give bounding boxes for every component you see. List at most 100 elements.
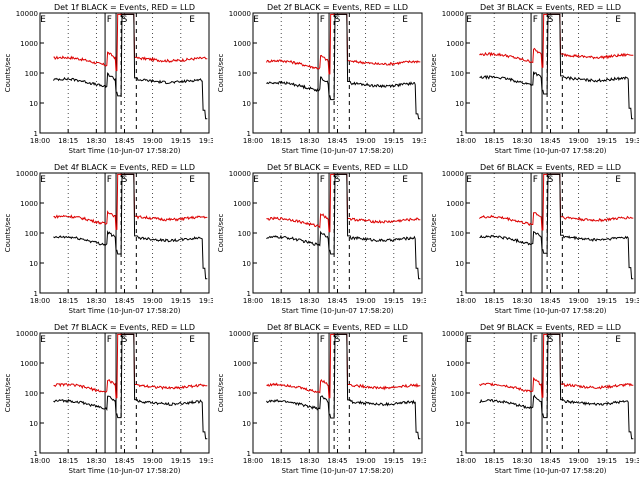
x-tick-label: 19:30	[412, 457, 426, 465]
x-axis-label: Start Time (10-Jun-07 17:58:20)	[495, 147, 607, 155]
y-tick-label: 100	[238, 70, 251, 78]
y-tick-label: 10000	[442, 10, 464, 18]
marker-label: F	[107, 15, 112, 25]
x-tick-label: 18:00	[30, 457, 50, 465]
y-tick-label: 10	[242, 100, 251, 108]
x-tick-label: 19:15	[171, 457, 191, 465]
y-tick-label: 10000	[229, 170, 251, 178]
y-axis-label: Counts/sec	[4, 374, 12, 413]
x-tick-label: 19:30	[412, 297, 426, 305]
series-lld-line	[53, 173, 208, 230]
marker-label: F	[107, 175, 112, 185]
x-axis-label: Start Time (10-Jun-07 17:58:20)	[69, 467, 181, 475]
y-axis-label: Counts/sec	[430, 214, 438, 253]
x-tick-label: 19:15	[171, 137, 191, 145]
series-lld-line	[479, 173, 634, 231]
marker-label: E	[40, 15, 46, 25]
x-tick-label: 18:15	[271, 137, 291, 145]
marker-label: F	[320, 15, 325, 25]
y-tick-label: 100	[451, 70, 464, 78]
x-tick-label: 18:30	[512, 297, 532, 305]
x-tick-label: 19:15	[597, 297, 617, 305]
series-events-line	[53, 13, 208, 120]
x-tick-label: 19:30	[199, 457, 213, 465]
marker-label: E	[615, 335, 621, 345]
marker-label: E	[253, 335, 259, 345]
x-tick-label: 18:45	[540, 457, 560, 465]
x-tick-label: 18:00	[456, 297, 476, 305]
y-axis-label: Counts/sec	[430, 374, 438, 413]
x-tick-label: 19:30	[625, 137, 639, 145]
chart-panel-6: Det 6f BLACK = Events, RED = LLD 1 10 100 10…	[426, 160, 640, 320]
series-lld-line	[266, 173, 421, 233]
y-tick-label: 100	[451, 390, 464, 398]
y-tick-label: 1000	[233, 40, 251, 48]
marker-label: E	[253, 15, 259, 25]
x-tick-label: 18:30	[299, 137, 319, 145]
chart-title: Det 3f BLACK = Events, RED = LLD	[480, 3, 621, 12]
x-axis-label: Start Time (10-Jun-07 17:58:20)	[495, 467, 607, 475]
x-tick-label: 18:15	[58, 137, 78, 145]
y-tick-label: 1000	[233, 360, 251, 368]
x-tick-label: 18:30	[512, 137, 532, 145]
series-lld-line	[479, 13, 634, 68]
series-events-line	[479, 13, 634, 120]
x-tick-label: 18:15	[484, 457, 504, 465]
x-tick-label: 18:30	[86, 137, 106, 145]
marker-label: E	[253, 175, 259, 185]
marker-label: E	[40, 335, 46, 345]
y-tick-label: 10000	[16, 10, 38, 18]
x-tick-label: 19:00	[143, 297, 163, 305]
marker-label: S	[548, 335, 554, 345]
marker-label: S	[122, 175, 128, 185]
series-events-line	[479, 333, 634, 440]
y-tick-label: 10	[242, 420, 251, 428]
chart-svg: Det 1f BLACK = Events, RED = LLD 1 10 100 10…	[4, 3, 219, 155]
chart-panel-1: Det 1f BLACK = Events, RED = LLD 1 10 100 10…	[0, 0, 219, 160]
y-tick-label: 1	[34, 290, 38, 298]
marker-label: S	[548, 175, 554, 185]
chart-panel-4: Det 4f BLACK = Events, RED = LLD 1 10 100 10…	[0, 160, 219, 320]
x-tick-label: 18:45	[114, 457, 134, 465]
chart-svg: Det 5f BLACK = Events, RED = LLD 1 10 100 10…	[217, 163, 432, 315]
x-tick-label: 18:45	[540, 137, 560, 145]
chart-svg: Det 3f BLACK = Events, RED = LLD 1 10 100 10…	[430, 3, 640, 155]
y-tick-label: 10	[455, 260, 464, 268]
x-tick-label: 18:45	[327, 297, 347, 305]
series-events-line	[53, 333, 208, 440]
x-tick-label: 19:15	[597, 457, 617, 465]
y-tick-label: 10	[455, 100, 464, 108]
x-tick-label: 19:00	[356, 297, 376, 305]
x-tick-label: 18:15	[484, 137, 504, 145]
chart-title: Det 2f BLACK = Events, RED = LLD	[267, 3, 408, 12]
y-tick-label: 100	[451, 230, 464, 238]
marker-label: E	[466, 15, 472, 25]
x-tick-label: 19:15	[597, 137, 617, 145]
x-tick-label: 19:30	[625, 297, 639, 305]
series-lld-line	[53, 333, 208, 399]
x-axis-label: Start Time (10-Jun-07 17:58:20)	[69, 147, 181, 155]
marker-label: F	[320, 335, 325, 345]
y-tick-label: 10	[29, 420, 38, 428]
x-tick-label: 18:00	[243, 137, 263, 145]
marker-label: E	[466, 335, 472, 345]
chart-panel-2: Det 2f BLACK = Events, RED = LLD 1 10 100 10…	[213, 0, 432, 160]
x-tick-label: 18:00	[456, 457, 476, 465]
marker-label: F	[533, 15, 538, 25]
x-tick-label: 18:45	[327, 457, 347, 465]
y-tick-label: 1	[34, 130, 38, 138]
chart-title: Det 4f BLACK = Events, RED = LLD	[54, 163, 195, 172]
x-axis-label: Start Time (10-Jun-07 17:58:20)	[282, 467, 394, 475]
x-tick-label: 18:30	[86, 297, 106, 305]
x-tick-label: 19:15	[171, 297, 191, 305]
marker-label: S	[122, 335, 128, 345]
marker-label: E	[402, 15, 408, 25]
chart-panel-9: Det 9f BLACK = Events, RED = LLD 1 10 100 10…	[426, 320, 640, 480]
series-lld-line	[266, 13, 421, 75]
x-axis-label: Start Time (10-Jun-07 17:58:20)	[69, 307, 181, 315]
y-tick-label: 10	[29, 100, 38, 108]
y-tick-label: 1000	[446, 360, 464, 368]
y-tick-label: 100	[238, 390, 251, 398]
marker-label: E	[615, 15, 621, 25]
series-events-line	[266, 173, 421, 280]
